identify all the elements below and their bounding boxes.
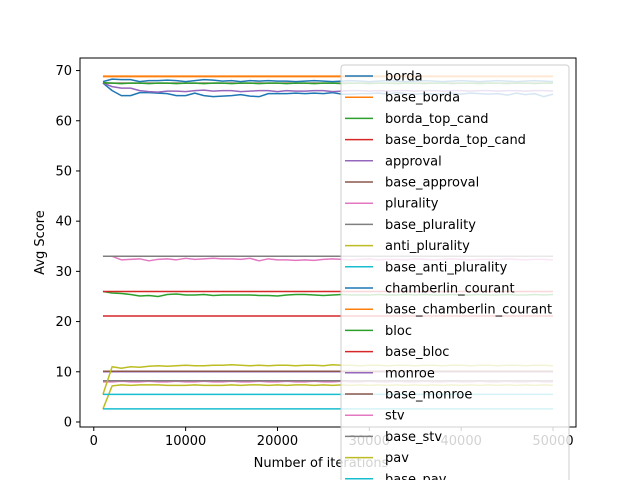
legend-label-anti-plurality: anti_plurality — [385, 239, 470, 254]
y-tick-label: 0 — [64, 415, 72, 430]
legend-label-base-stv: base_stv — [385, 430, 442, 445]
legend-label-base-chamberlin-courant: base_chamberlin_courant — [385, 303, 552, 318]
legend-label-stv: stv — [385, 409, 405, 424]
legend-label-base-borda: base_borda — [385, 91, 460, 106]
legend-label-monroe: monroe — [385, 366, 435, 381]
legend-label-base-monroe: base_monroe — [385, 388, 472, 403]
x-tick-label: 10000 — [165, 434, 206, 449]
legend-label-chamberlin-courant: chamberlin_courant — [385, 282, 515, 297]
legend-label-base-approval: base_approval — [385, 176, 479, 191]
y-tick-label: 10 — [55, 365, 72, 380]
legend-label-pav: pav — [385, 451, 409, 466]
legend-label-base-anti-plurality: base_anti_plurality — [385, 260, 508, 275]
legend-label-base-pav: base_pav — [385, 472, 447, 480]
legend-label-borda-top-cand: borda_top_cand — [385, 112, 488, 127]
legend: borda base_borda borda_top_cand base_borda_… — [340, 64, 570, 480]
y-axis-label: Avg Score — [33, 210, 48, 275]
legend-label-borda: borda — [385, 70, 423, 85]
y-tick-label: 20 — [55, 315, 72, 330]
y-tick-label: 60 — [55, 114, 72, 129]
legend-label-bloc: bloc — [385, 324, 412, 339]
y-tick-label: 70 — [55, 64, 72, 79]
legend-label-base-borda-top-cand: base_borda_top_cand — [385, 133, 526, 148]
y-tick-label: 50 — [55, 164, 72, 179]
x-tick-label: 20000 — [257, 434, 298, 449]
legend-label-base-bloc: base_bloc — [385, 345, 449, 360]
legend-label-base-plurality: base_plurality — [385, 218, 476, 233]
y-tick-label: 30 — [55, 265, 72, 280]
y-tick-label: 40 — [55, 215, 72, 230]
legend-box — [340, 64, 570, 480]
x-tick-label: 0 — [90, 434, 98, 449]
legend-label-approval: approval — [385, 154, 442, 169]
plot-area-frame — [79, 57, 577, 428]
legend-label-plurality: plurality — [385, 197, 439, 212]
